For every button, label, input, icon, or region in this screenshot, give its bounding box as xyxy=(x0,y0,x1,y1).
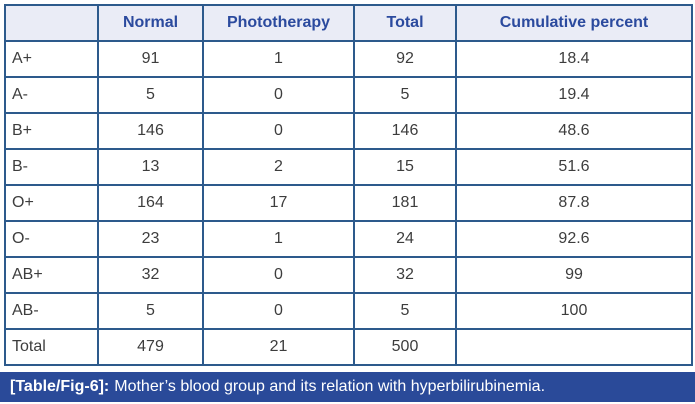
cell-total: 146 xyxy=(353,112,457,150)
cell-normal: 91 xyxy=(97,40,204,78)
table-row: B+ 146 0 146 48.6 xyxy=(4,112,693,150)
column-header-blank xyxy=(4,4,99,42)
row-label: AB+ xyxy=(4,256,99,294)
row-label: AB- xyxy=(4,292,99,330)
row-label: A- xyxy=(4,76,99,114)
table-row: AB+ 32 0 32 99 xyxy=(4,256,693,294)
cell-cumulative-percent: 100 xyxy=(455,292,693,330)
cell-phototherapy: 0 xyxy=(202,292,355,330)
table-row: Total 479 21 500 xyxy=(4,328,693,366)
table-row: O- 23 1 24 92.6 xyxy=(4,220,693,258)
row-label: B+ xyxy=(4,112,99,150)
header-row: Normal Phototherapy Total Cumulative per… xyxy=(4,4,693,42)
row-label: O+ xyxy=(4,184,99,222)
cell-cumulative-percent: 19.4 xyxy=(455,76,693,114)
cell-total: 500 xyxy=(353,328,457,366)
table-caption-text: Mother’s blood group and its relation wi… xyxy=(114,378,546,395)
cell-normal: 164 xyxy=(97,184,204,222)
table-caption-tag: [Table/Fig-6]: xyxy=(10,378,110,395)
blood-group-table: Normal Phototherapy Total Cumulative per… xyxy=(4,4,693,366)
cell-total: 32 xyxy=(353,256,457,294)
cell-phototherapy: 0 xyxy=(202,256,355,294)
table-row: AB- 5 0 5 100 xyxy=(4,292,693,330)
cell-phototherapy: 0 xyxy=(202,76,355,114)
cell-normal: 32 xyxy=(97,256,204,294)
cell-cumulative-percent: 99 xyxy=(455,256,693,294)
table-row: B- 13 2 15 51.6 xyxy=(4,148,693,186)
cell-phototherapy: 21 xyxy=(202,328,355,366)
table-caption-bar: [Table/Fig-6]: Mother’s blood group and i… xyxy=(0,372,695,402)
cell-total: 92 xyxy=(353,40,457,78)
cell-cumulative-percent: 51.6 xyxy=(455,148,693,186)
cell-normal: 23 xyxy=(97,220,204,258)
cell-total: 5 xyxy=(353,76,457,114)
row-label: B- xyxy=(4,148,99,186)
column-header-cumulative-percent: Cumulative percent xyxy=(455,4,693,42)
figure-page: Normal Phototherapy Total Cumulative per… xyxy=(0,4,695,404)
column-header-phototherapy: Phototherapy xyxy=(202,4,355,42)
cell-total: 24 xyxy=(353,220,457,258)
cell-normal: 5 xyxy=(97,292,204,330)
cell-total: 15 xyxy=(353,148,457,186)
cell-phototherapy: 1 xyxy=(202,40,355,78)
cell-normal: 5 xyxy=(97,76,204,114)
cell-total: 5 xyxy=(353,292,457,330)
table-row: A+ 91 1 92 18.4 xyxy=(4,40,693,78)
row-label: A+ xyxy=(4,40,99,78)
cell-cumulative-percent xyxy=(455,328,693,366)
cell-cumulative-percent: 92.6 xyxy=(455,220,693,258)
cell-phototherapy: 2 xyxy=(202,148,355,186)
cell-cumulative-percent: 48.6 xyxy=(455,112,693,150)
cell-cumulative-percent: 87.8 xyxy=(455,184,693,222)
cell-total: 181 xyxy=(353,184,457,222)
cell-phototherapy: 17 xyxy=(202,184,355,222)
column-header-total: Total xyxy=(353,4,457,42)
cell-normal: 146 xyxy=(97,112,204,150)
cell-cumulative-percent: 18.4 xyxy=(455,40,693,78)
cell-phototherapy: 0 xyxy=(202,112,355,150)
row-label: Total xyxy=(4,328,99,366)
cell-normal: 479 xyxy=(97,328,204,366)
table-row: A- 5 0 5 19.4 xyxy=(4,76,693,114)
cell-phototherapy: 1 xyxy=(202,220,355,258)
column-header-normal: Normal xyxy=(97,4,204,42)
cell-normal: 13 xyxy=(97,148,204,186)
row-label: O- xyxy=(4,220,99,258)
table-row: O+ 164 17 181 87.8 xyxy=(4,184,693,222)
